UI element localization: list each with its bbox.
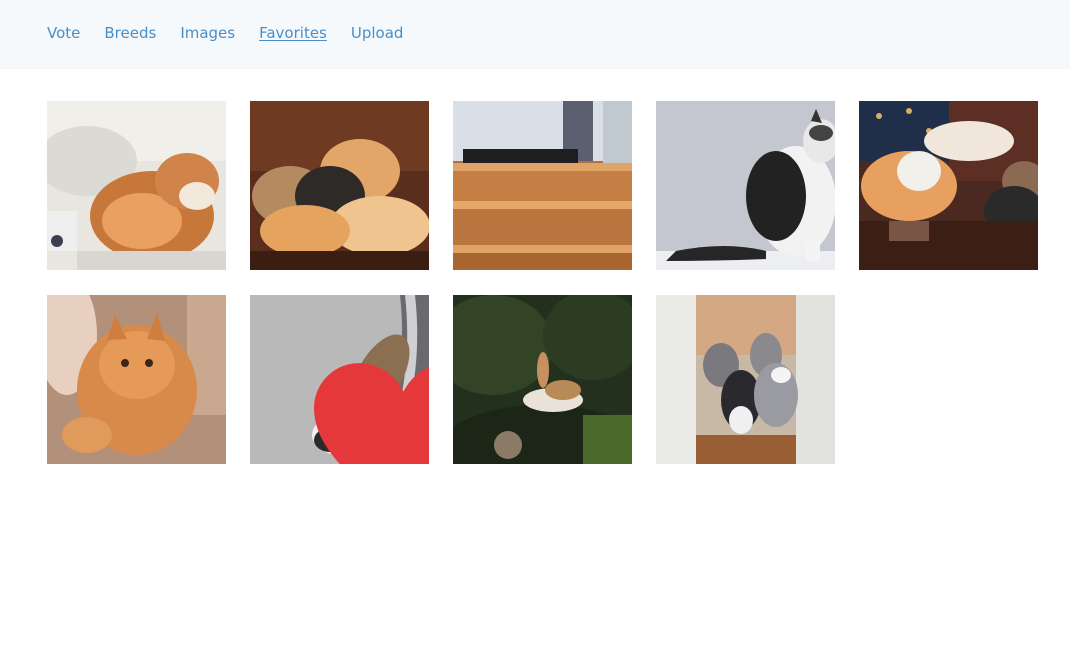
cat-image-8[interactable] [453,295,632,464]
nav-link-favorites[interactable]: Favorites [259,24,327,42]
cat-image-9[interactable] [656,295,835,464]
cat-image-7[interactable] [250,295,429,464]
cat-image-2[interactable] [250,101,429,270]
cat-image-4[interactable] [656,101,835,270]
main-nav: Vote Breeds Images Favorites Upload [47,23,427,43]
nav-link-breeds[interactable]: Breeds [104,24,157,42]
cat-image-3[interactable] [453,101,632,270]
top-nav-bar: Vote Breeds Images Favorites Upload [0,0,1070,69]
nav-link-images[interactable]: Images [180,24,236,42]
favorite-heart-icon[interactable] [314,360,429,464]
nav-link-vote[interactable]: Vote [47,24,81,42]
nav-link-upload[interactable]: Upload [350,24,404,42]
cat-image-6[interactable] [47,295,226,464]
cat-image-1[interactable] [47,101,226,270]
cat-image-5[interactable] [859,101,1038,270]
